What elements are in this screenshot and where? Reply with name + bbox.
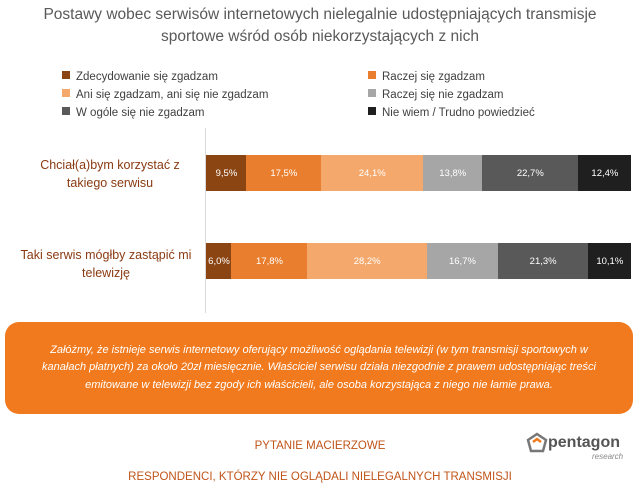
bar-value-label: 16,7%	[448, 255, 476, 267]
legend-swatch	[368, 107, 376, 115]
info-box: Załóżmy, że istnieje serwis internetowy …	[5, 322, 633, 414]
legend-label: W ogóle się nie zgadzam	[76, 107, 205, 119]
legend-item: Raczej się nie zgadzam	[368, 88, 503, 102]
bar-value-label: 10,1%	[596, 255, 624, 267]
bar-segment: 28,2%	[307, 243, 428, 279]
legend-swatch	[368, 71, 376, 79]
logo-subtitle: research	[592, 452, 624, 461]
respondents-note: RESPONDENCI, KTÓRZY NIE OGLĄDALI NIELEGA…	[128, 471, 512, 483]
bar-segment: 16,7%	[426, 243, 499, 279]
legend-label: Ani się zgadzam, ani się nie zgadzam	[76, 89, 269, 101]
question-type: PYTANIE MACIERZOWE	[254, 440, 386, 452]
bar-segment: 17,5%	[246, 155, 322, 191]
legend-item: W ogóle się nie zgadzam	[62, 106, 204, 120]
bar-value-label: 22,7%	[516, 167, 544, 179]
bar-value-label: 17,5%	[270, 167, 298, 179]
legend-item: Nie wiem / Trudno powiedzieć	[368, 106, 535, 120]
legend-item: Ani się zgadzam, ani się nie zgadzam	[62, 88, 268, 102]
legend-swatch	[368, 89, 376, 97]
legend-label: Zdecydowanie się zgadzam	[76, 71, 218, 83]
legend-label: Raczej się zgadzam	[382, 71, 485, 83]
bar-value-label: 17,8%	[256, 255, 283, 267]
pentagon-logo: pentagon research	[526, 432, 631, 462]
chart-legend: Zdecydowanie się zgadzam Raczej się zgad…	[0, 0, 640, 130]
legend-swatch	[62, 89, 70, 97]
bar-value-label: 24,1%	[358, 167, 386, 179]
legend-item: Raczej się zgadzam	[368, 70, 485, 84]
legend-swatch	[62, 107, 70, 115]
chart-title: Postawy wobec serwisów internetowych nie…	[43, 6, 597, 45]
category-label: Taki serwis mógłby zastąpić mi telewizję	[20, 248, 192, 280]
pentagon-logo-icon	[526, 432, 548, 453]
bar-segment: 24,1%	[320, 155, 424, 191]
bar-segment: 6,0%	[206, 243, 232, 279]
bar-segment: 12,4%	[578, 155, 632, 191]
legend-label: Nie wiem / Trudno powiedzieć	[382, 107, 535, 119]
bar-value-label: 6,0%	[208, 255, 230, 267]
bar-value-label: 12,4%	[591, 167, 619, 179]
bar-value-label: 9,5%	[215, 167, 238, 179]
bar-segment: 9,5%	[206, 155, 247, 191]
legend-swatch	[62, 71, 70, 79]
bar-segment: 21,3%	[497, 243, 589, 279]
bar-value-label: 28,2%	[353, 255, 381, 267]
bar-value-label: 13,8%	[439, 167, 467, 179]
legend-label: Raczej się nie zgadzam	[382, 89, 504, 101]
legend-item: Zdecydowanie się zgadzam	[62, 70, 218, 84]
bar-value-label: 21,3%	[529, 255, 557, 267]
category-label: Chciał(a)bym korzystać z takiego serwisu	[40, 158, 180, 190]
bar-segment: 13,8%	[423, 155, 483, 191]
bar-segment: 22,7%	[481, 155, 579, 191]
info-text: Załóżmy, że istnieje serwis internetowy …	[42, 343, 596, 391]
logo-word: pentagon	[548, 434, 620, 451]
bar-segment: 10,1%	[588, 243, 632, 279]
bar-segment: 17,8%	[231, 243, 308, 279]
plot-area: 9,5% 17,5% 24,1% 13,8% 22,7% 12,4% 6,0% 17,8% 28…	[205, 128, 632, 313]
